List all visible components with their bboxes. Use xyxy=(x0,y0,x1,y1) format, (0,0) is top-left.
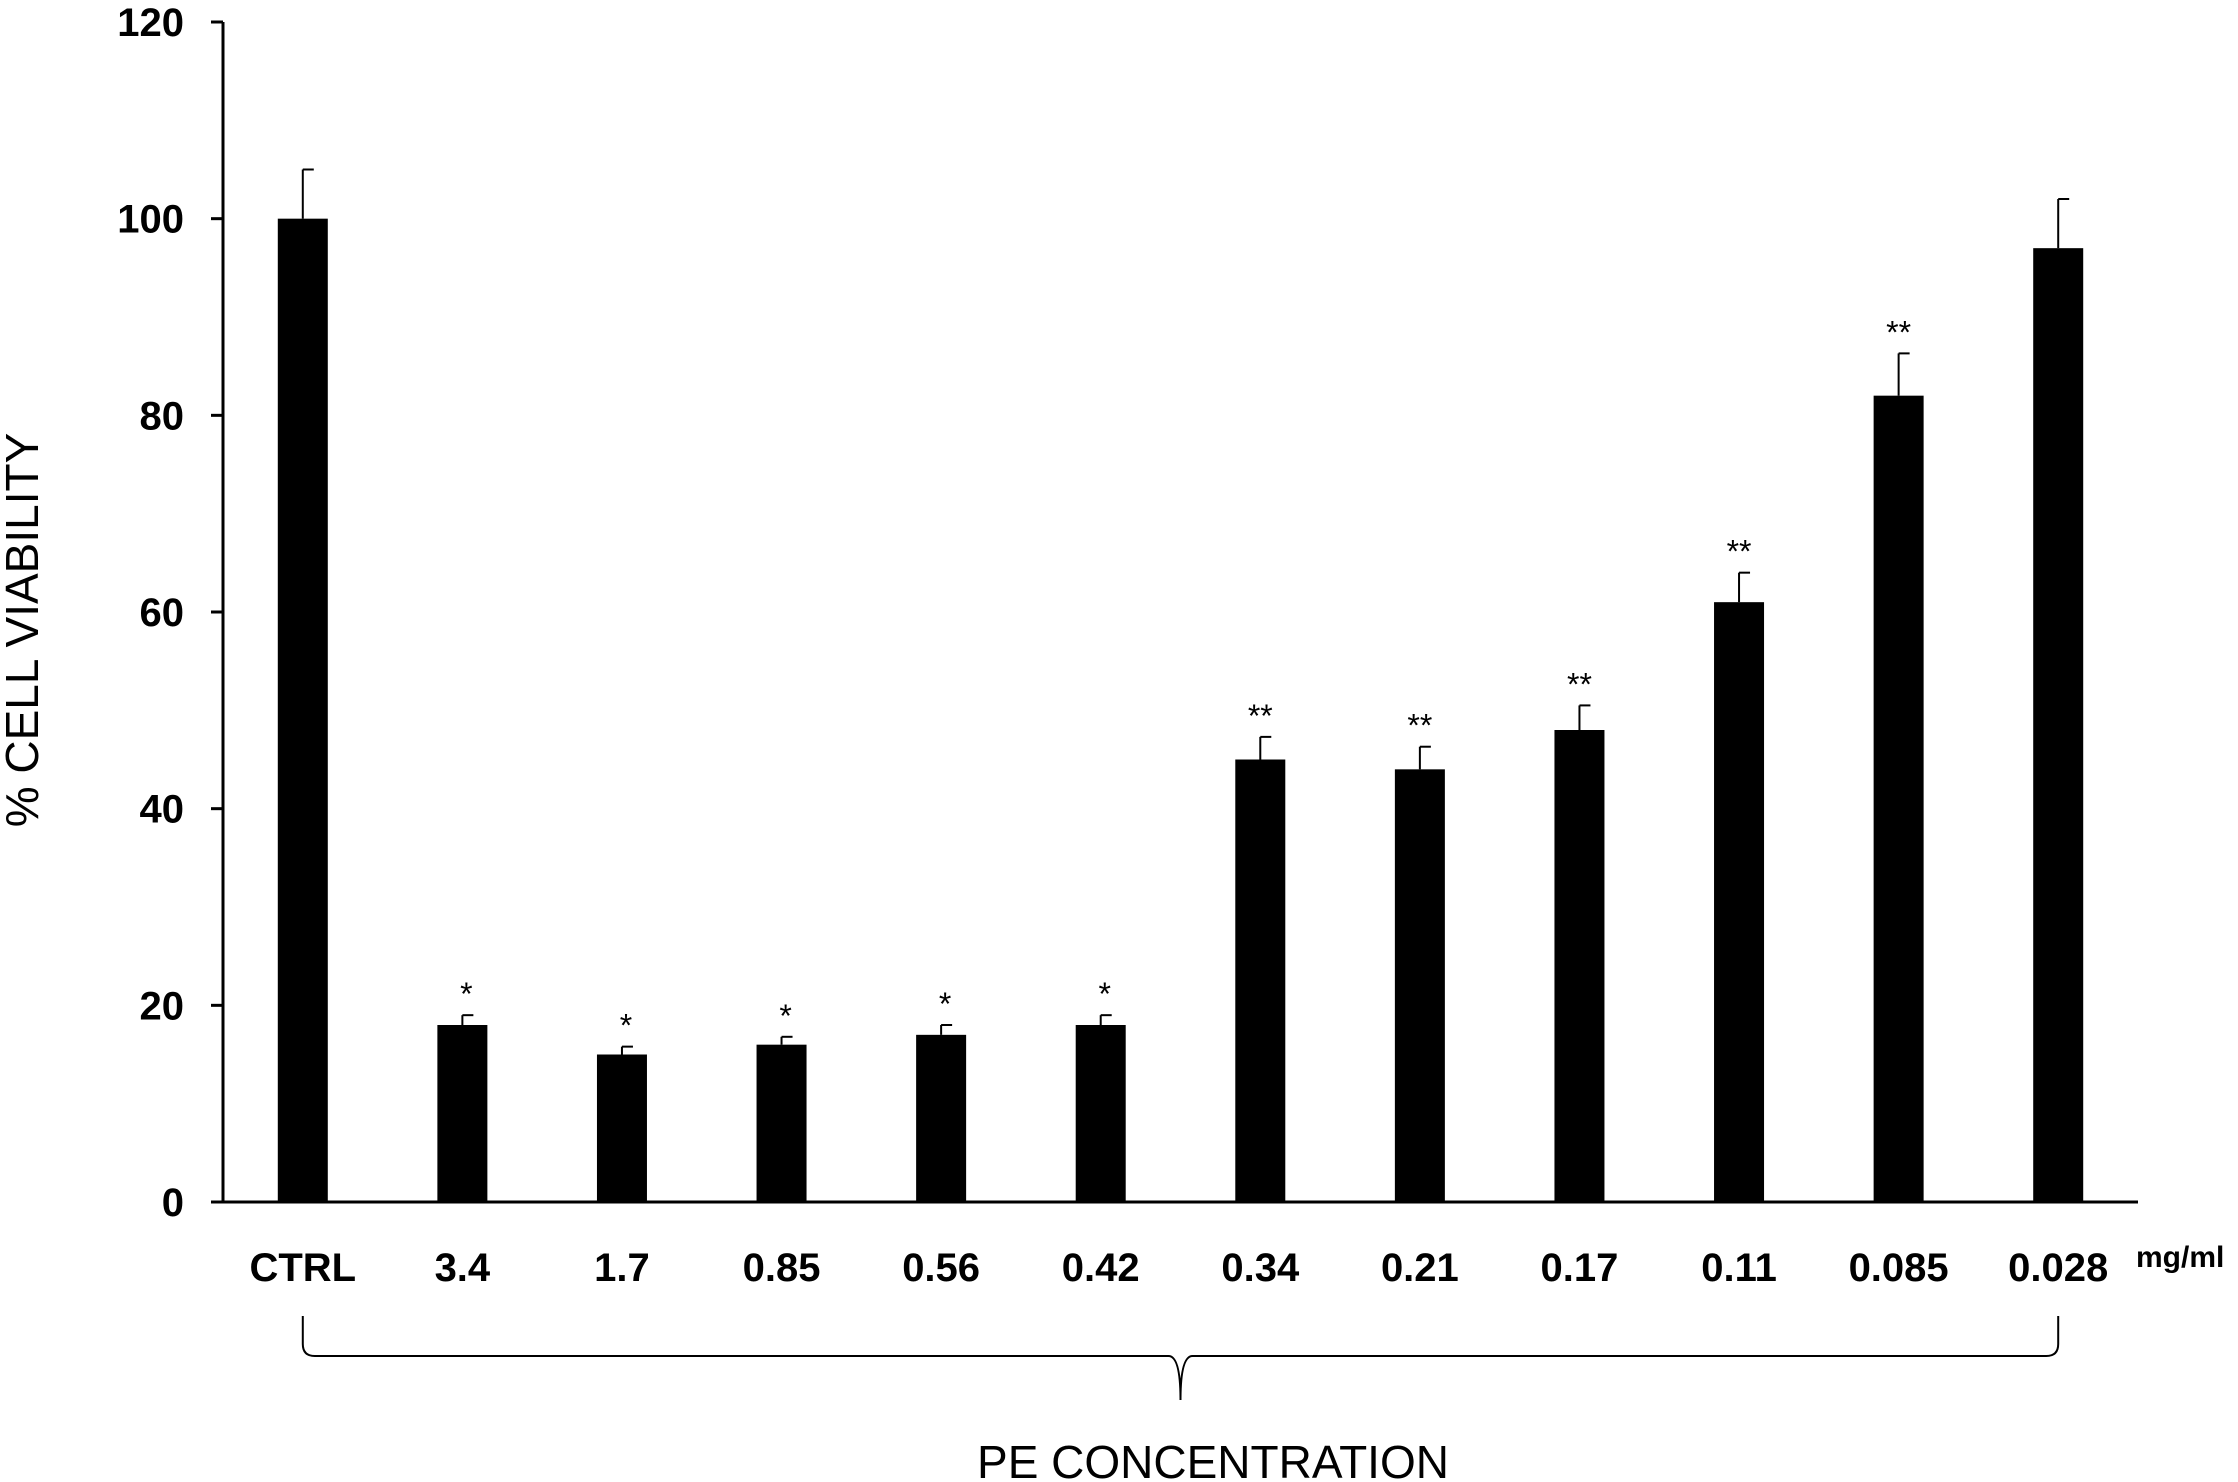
significance-label: ** xyxy=(1886,314,1911,350)
x-tick-label: 1.7 xyxy=(594,1246,650,1290)
x-tick-label: 0.85 xyxy=(743,1246,821,1290)
x-tick-label: 0.17 xyxy=(1541,1246,1619,1290)
significance-label: ** xyxy=(1727,534,1752,570)
bar xyxy=(277,218,328,1202)
y-tick-label: 0 xyxy=(162,1181,184,1225)
y-tick-label: 40 xyxy=(140,788,185,832)
significance-label: * xyxy=(1098,976,1110,1012)
x-unit-label: mg/ml xyxy=(2136,1241,2224,1274)
y-tick-label: 120 xyxy=(117,1,184,45)
significance-markers: ** * * *** ******** xyxy=(460,314,1911,1043)
y-tick-label: 20 xyxy=(140,984,185,1028)
significance-label: * xyxy=(779,998,791,1034)
significance-label: ** xyxy=(1407,708,1432,744)
significance-label: * xyxy=(939,986,951,1022)
bars xyxy=(277,218,2084,1203)
y-axis-title: % CELL VIABILITY xyxy=(0,433,48,828)
significance-label: ** xyxy=(1567,666,1592,702)
bar xyxy=(1873,395,1924,1203)
bar xyxy=(596,1054,647,1202)
x-tick-label: 0.028 xyxy=(2008,1246,2108,1290)
bar xyxy=(1394,769,1445,1202)
x-tick-label: 0.085 xyxy=(1849,1246,1949,1290)
axes xyxy=(221,22,2138,1204)
x-tick-label: 0.42 xyxy=(1062,1246,1140,1290)
x-axis-title: PE CONCENTRATION xyxy=(977,1436,1449,1482)
x-tick-label: 3.4 xyxy=(435,1246,491,1290)
bar xyxy=(1075,1025,1126,1202)
y-tick-label: 100 xyxy=(117,198,184,242)
bar xyxy=(437,1025,488,1202)
x-axis-brace xyxy=(301,1316,2060,1401)
x-tick-label: CTRL xyxy=(249,1246,356,1290)
error-bars xyxy=(301,168,2070,1055)
bar xyxy=(2033,248,2084,1202)
bar xyxy=(1554,730,1605,1202)
bar xyxy=(916,1034,967,1202)
significance-label: * xyxy=(620,1008,632,1044)
x-tick-label: 0.56 xyxy=(902,1246,980,1290)
bar xyxy=(1714,602,1765,1202)
significance-label: ** xyxy=(1248,698,1273,734)
significance-label: * xyxy=(460,976,472,1012)
x-tick-label: 0.21 xyxy=(1381,1246,1459,1290)
y-ticks: 0 20 40 60 80 100 120 xyxy=(117,1,223,1225)
x-tick-label: 0.11 xyxy=(1701,1246,1777,1290)
bar xyxy=(756,1044,807,1202)
y-tick-label: 60 xyxy=(140,591,185,635)
y-tick-label: 80 xyxy=(140,394,185,438)
x-tick-labels: CTRL 3.4 1.7 0.85 0.56 0.42 0.34 0.21 0.17 0.11 0.… xyxy=(249,1246,2108,1290)
x-tick-label: 0.34 xyxy=(1221,1246,1300,1290)
bar xyxy=(1235,759,1286,1202)
